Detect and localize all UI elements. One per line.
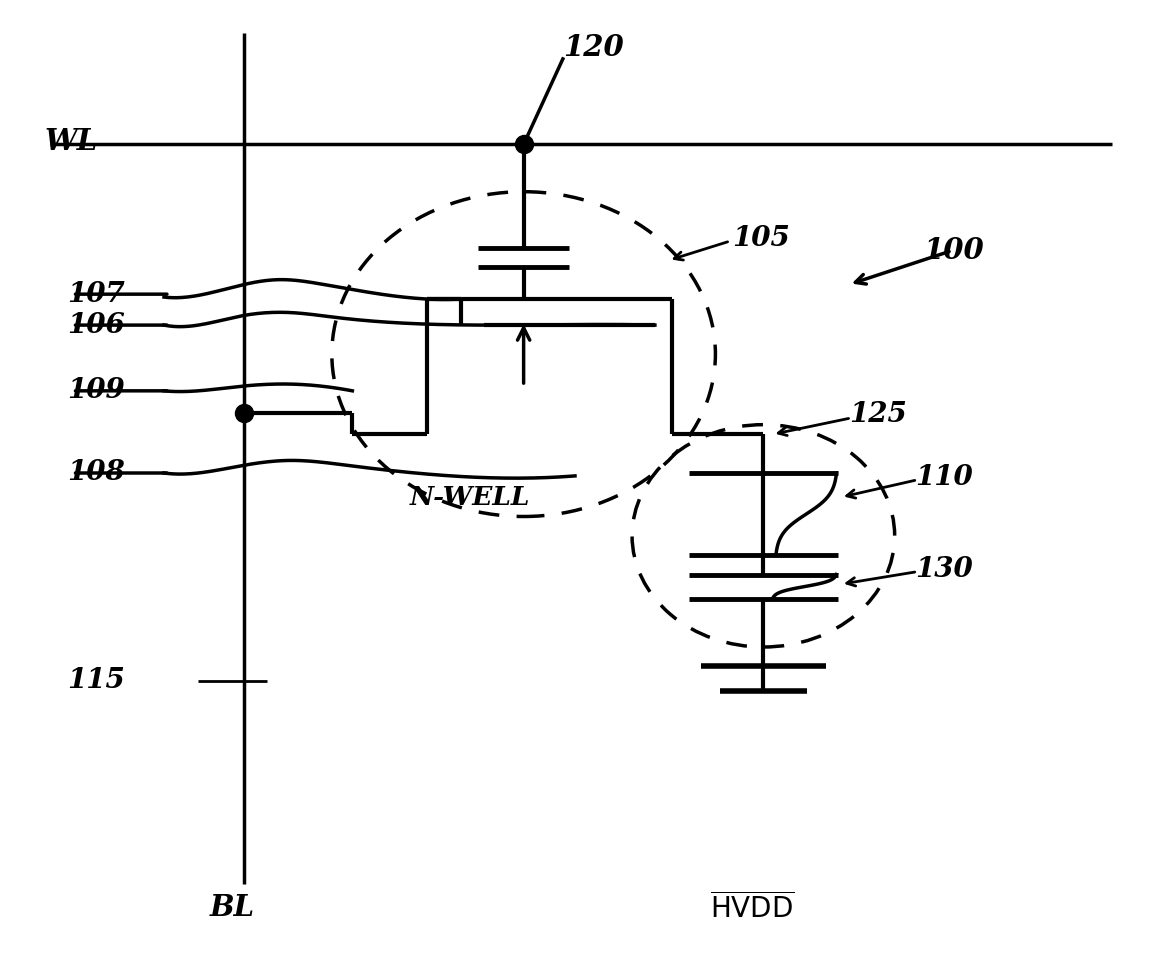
Text: $\overline{\mathrm{HVDD}}$: $\overline{\mathrm{HVDD}}$ <box>710 892 795 923</box>
Text: WL: WL <box>44 127 98 156</box>
Text: 106: 106 <box>67 312 124 338</box>
Text: BL: BL <box>210 893 255 922</box>
Text: N-WELL: N-WELL <box>409 485 530 510</box>
Text: 120: 120 <box>564 33 624 62</box>
Text: 109: 109 <box>67 377 124 405</box>
Text: 130: 130 <box>915 556 973 583</box>
Text: 100: 100 <box>923 236 984 265</box>
Text: 108: 108 <box>67 459 124 487</box>
Text: 105: 105 <box>733 224 790 252</box>
Text: 107: 107 <box>67 281 124 308</box>
Text: 125: 125 <box>849 402 906 428</box>
Text: 115: 115 <box>67 667 124 694</box>
Text: 110: 110 <box>915 464 973 491</box>
